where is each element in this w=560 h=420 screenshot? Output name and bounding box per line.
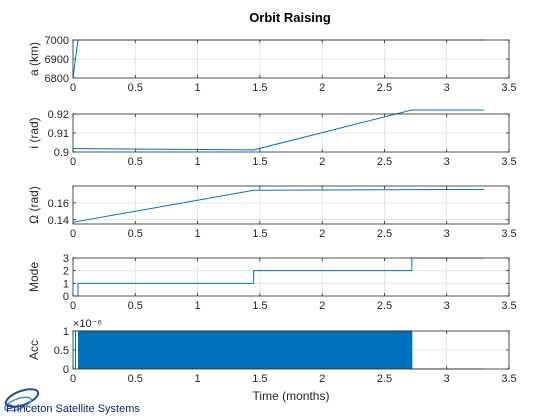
axes-box [72,185,510,225]
subplot-2: 0 0.5 1 1.5 2 2.5 3 3.5 0.9 0.91 0.92 i (rad) [27,109,517,168]
x-tick-label: 1.5 [252,82,267,94]
x-tick-label: 0.5 [128,373,143,385]
y-exponent-label: ×10⁻⁶ [73,318,102,330]
x-tick-label: 0.5 [128,228,143,240]
subplot-1: 0 0.5 1 1.5 2 2.5 3 3.5 6800 6900 7000 a (km) [27,35,517,94]
x-tick-label: 1.5 [252,228,267,240]
y-tick-label: 2 [63,266,69,278]
x-tick-label: 2.5 [377,373,392,385]
axes-background [73,186,509,224]
y-tick-label: 6800 [45,73,69,85]
x-tick-label: 2.5 [377,156,392,168]
axes-background [73,258,509,296]
y-axis-label: Ω (rad) [27,186,41,224]
y-tick-label: 7000 [45,35,69,47]
y-axis-label: Acc [27,340,41,360]
subplot-5: 0 0.5 1 1.5 2 2.5 3 3.5 0 0.5 1 Acc ×10⁻⁶ [27,318,517,385]
y-tick-label: 0.9 [54,147,69,159]
x-tick-label: 2 [319,300,325,312]
x-tick-label: 3.5 [501,373,516,385]
x-tick-label: 1 [195,156,201,168]
x-tick-label: 1 [195,228,201,240]
x-tick-label: 1.5 [252,373,267,385]
subplots: 0 0.5 1 1.5 2 2.5 3 3.5 6800 6900 7000 a (km) 0 0.5 1 1… [27,35,517,385]
orbit-logo-icon [3,388,40,412]
acc-filled-band [77,331,412,369]
x-tick-label: 0 [70,373,76,385]
x-tick-label: 3 [444,156,450,168]
x-tick-label: 1 [195,300,201,312]
x-tick-label: 1 [195,373,201,385]
x-tick-label: 1.5 [252,156,267,168]
y-tick-label: 3 [63,253,69,265]
x-tick-label: 0 [70,156,76,168]
x-tick-label: 3 [444,228,450,240]
y-tick-label: 6900 [45,54,69,66]
y-tick-label: 1 [63,326,69,338]
x-tick-label: 2 [319,82,325,94]
x-tick-label: 3 [444,82,450,94]
figure-title: Orbit Raising [249,10,331,25]
series-line-1 [73,109,485,151]
axes-box [72,257,510,297]
x-tick-label: 3.5 [501,82,516,94]
x-tick-label: 2 [319,373,325,385]
x-tick-label: 2 [319,228,325,240]
company-logo: Princeton Satellite Systems [3,388,140,415]
x-tick-label: 3.5 [501,228,516,240]
x-tick-label: 3 [444,373,450,385]
y-tick-label: 0 [63,364,69,376]
y-tick-label: 0.5 [54,345,69,357]
y-axis-label: a (km) [27,42,41,76]
x-tick-label: 0.5 [128,156,143,168]
x-tick-label: 2.5 [377,300,392,312]
y-tick-label: 0.14 [48,215,69,227]
series-line-1 [72,188,485,223]
subplot-3: 0 0.5 1 1.5 2 2.5 3 3.5 0.14 0.16 Ω (rad) [27,185,517,240]
y-tick-label: 0.91 [48,128,69,140]
x-tick-label: 3.5 [501,156,516,168]
x-axis-label: Time (months) [253,389,330,403]
y-tick-label: 0.16 [48,198,69,210]
x-tick-label: 3 [444,300,450,312]
x-tick-label: 3.5 [501,300,516,312]
x-tick-label: 1.5 [252,300,267,312]
x-tick-label: 0.5 [128,300,143,312]
company-logo-text: Princeton Satellite Systems [6,403,140,415]
y-tick-label: 1 [63,278,69,290]
x-tick-label: 0 [70,228,76,240]
x-tick-label: 0 [70,300,76,312]
x-tick-label: 2.5 [377,82,392,94]
x-tick-label: 0 [70,82,76,94]
x-tick-label: 1 [195,82,201,94]
x-tick-label: 0.5 [128,82,143,94]
y-axis-label: i (rad) [27,117,41,148]
axes-box [72,330,510,370]
y-axis-label: Mode [27,262,41,292]
x-tick-label: 2.5 [377,228,392,240]
y-tick-label: 0.92 [48,109,69,121]
axes-box [72,39,510,79]
axes-box [72,113,510,153]
x-tick-label: 2 [319,156,325,168]
y-tick-label: 0 [63,291,69,303]
series-line-1 [73,257,485,297]
